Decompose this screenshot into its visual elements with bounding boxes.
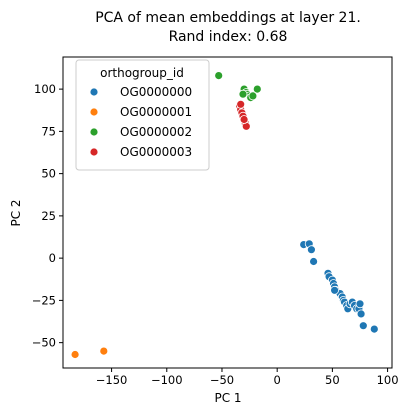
legend-entry-label: OG0000000 bbox=[120, 85, 192, 99]
scatter-point bbox=[236, 99, 246, 109]
scatter-point bbox=[70, 350, 80, 359]
scatter-point bbox=[306, 245, 316, 255]
scatter-point bbox=[355, 299, 365, 309]
x-tick-label: 0 bbox=[274, 373, 281, 387]
legend-marker bbox=[89, 127, 99, 137]
y-tick-label: 0 bbox=[49, 251, 56, 265]
y-axis-label: PC 2 bbox=[9, 199, 23, 226]
x-tick-label: −50 bbox=[210, 373, 234, 387]
legend: orthogroup_id OG0000000OG0000001OG000000… bbox=[75, 59, 210, 171]
points-layer bbox=[70, 71, 379, 359]
scatter-point bbox=[309, 257, 319, 266]
scatter-point bbox=[369, 324, 379, 334]
x-tick-label: −150 bbox=[96, 373, 128, 387]
legend-marker bbox=[89, 107, 99, 117]
x-axis-label: PC 1 bbox=[214, 391, 241, 405]
y-axis-ticks: −50 −25 0 25 50 75 100 bbox=[32, 82, 63, 350]
chart-title: PCA of mean embeddings at layer 21. bbox=[95, 10, 361, 26]
legend-entry-label: OG0000001 bbox=[120, 105, 192, 119]
legend-box bbox=[75, 59, 210, 171]
scatter-point bbox=[330, 285, 340, 295]
x-axis-ticks: −150 −100 −50 0 50 100 bbox=[96, 368, 399, 387]
scatter-point bbox=[248, 91, 258, 101]
y-tick-label: −25 bbox=[32, 293, 56, 307]
legend-entry-label: OG0000002 bbox=[120, 125, 192, 139]
chart-subtitle: Rand index: 0.68 bbox=[169, 29, 288, 45]
y-tick-label: 25 bbox=[41, 209, 56, 223]
legend-entries: OG0000000 OG0000001 OG0000002 OG0000003 bbox=[89, 85, 192, 159]
legend-marker bbox=[89, 147, 99, 157]
y-tick-label: −50 bbox=[32, 336, 56, 350]
y-tick-label: 50 bbox=[41, 167, 56, 181]
legend-entry-label: OG0000003 bbox=[120, 145, 192, 159]
x-tick-label: 100 bbox=[377, 373, 399, 387]
y-tick-label: 75 bbox=[41, 124, 56, 138]
x-tick-label: −100 bbox=[151, 373, 183, 387]
scatter-point bbox=[214, 71, 224, 80]
scatter-point bbox=[358, 321, 368, 331]
scatter-point bbox=[238, 89, 248, 99]
scatter-point bbox=[252, 84, 262, 94]
y-tick-label: 100 bbox=[34, 82, 56, 96]
legend-marker bbox=[89, 87, 99, 97]
scatter-point bbox=[239, 115, 249, 124]
scatter-point bbox=[356, 309, 366, 319]
scatter-point bbox=[99, 346, 109, 356]
x-tick-label: 50 bbox=[325, 373, 340, 387]
plot-frame bbox=[62, 56, 393, 369]
legend-title: orthogroup_id bbox=[100, 66, 184, 80]
